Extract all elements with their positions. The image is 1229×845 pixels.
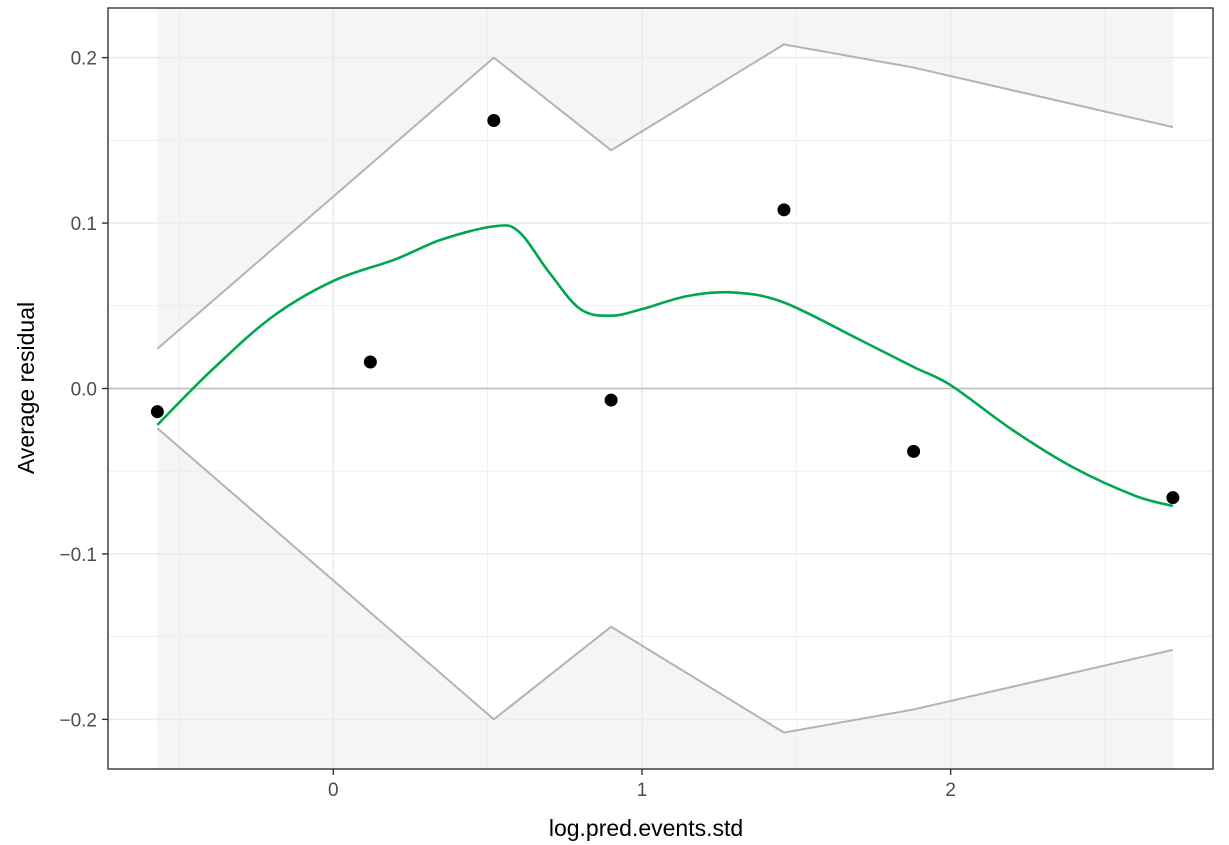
envelope-band	[157, 8, 1173, 769]
plot-panel	[107, 7, 1214, 770]
x-axis-title: log.pred.events.std	[549, 815, 743, 841]
x-tick-label: 2	[945, 780, 956, 801]
y-tick-label: 0.0	[71, 380, 97, 401]
y-tick-label: −0.1	[59, 545, 97, 566]
x-tick-label: 0	[328, 780, 339, 801]
smooth-trend-line	[156, 224, 1174, 508]
data-points	[150, 113, 1180, 505]
data-point	[1166, 491, 1180, 505]
x-axis-ticks: 0 1 2	[328, 769, 956, 801]
y-tick-label: 0.2	[71, 49, 97, 70]
envelope-upper-line	[156, 43, 1174, 350]
data-point	[363, 355, 377, 369]
data-point	[604, 393, 618, 407]
minor-gridlines	[108, 8, 1213, 769]
data-point	[150, 405, 164, 419]
data-point	[487, 113, 501, 127]
x-tick-label: 1	[637, 780, 648, 801]
data-point	[777, 203, 791, 217]
y-tick-label: −0.2	[59, 710, 97, 731]
envelope-lower-line	[156, 427, 1174, 734]
y-axis-ticks: −0.2 −0.1 0.0 0.1 0.2	[59, 49, 108, 731]
y-axis-title: Average residual	[13, 302, 39, 474]
data-point	[907, 444, 921, 458]
y-tick-label: 0.1	[71, 214, 97, 235]
